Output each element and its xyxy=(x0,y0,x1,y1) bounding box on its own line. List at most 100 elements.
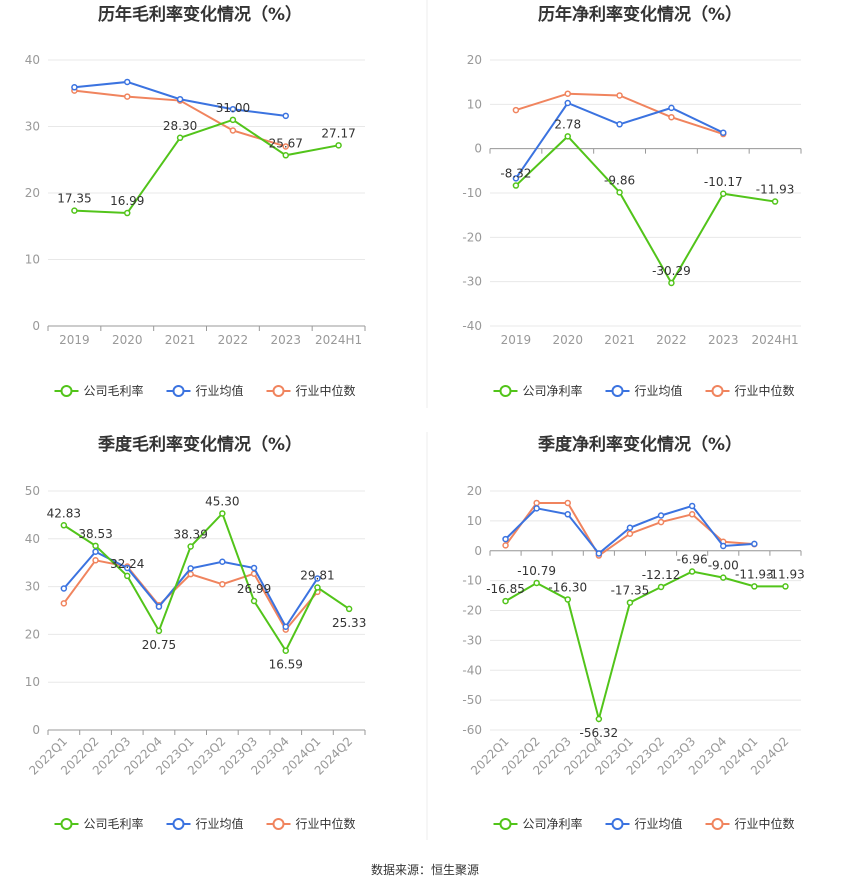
data-point[interactable] xyxy=(626,599,634,606)
data-label: 42.83 xyxy=(47,506,81,520)
data-point[interactable] xyxy=(335,142,342,149)
legend-item-industry_avg[interactable]: 行业均值 xyxy=(605,383,683,398)
data-point[interactable] xyxy=(60,522,68,529)
data-point[interactable] xyxy=(657,512,665,519)
legend-item-industry_avg[interactable]: 行业均值 xyxy=(166,383,244,398)
data-point[interactable] xyxy=(60,600,68,607)
x-tick-label: 2022 xyxy=(656,333,687,347)
data-point[interactable] xyxy=(60,585,68,592)
legend-marker-icon xyxy=(272,818,285,830)
data-point[interactable] xyxy=(720,574,727,581)
data-point[interactable] xyxy=(688,568,696,575)
legend-item-industry_median[interactable]: 行业中位数 xyxy=(705,383,795,398)
data-point[interactable] xyxy=(668,104,675,112)
legend-item-company[interactable]: 公司净利率 xyxy=(493,383,583,398)
y-tick-label: 10 xyxy=(467,97,482,111)
data-point[interactable] xyxy=(250,564,258,572)
data-point[interactable] xyxy=(657,518,665,526)
data-point[interactable] xyxy=(92,548,99,555)
data-point[interactable] xyxy=(512,106,520,114)
data-point[interactable] xyxy=(71,207,78,214)
y-tick-label: -30 xyxy=(462,275,482,289)
data-point[interactable] xyxy=(533,499,540,507)
data-point[interactable] xyxy=(229,116,237,124)
data-point[interactable] xyxy=(250,597,258,605)
data-point[interactable] xyxy=(564,133,571,140)
data-point[interactable] xyxy=(92,542,99,550)
series-company: -8.32 2.78 -9.86 -30.29 -10.17 -11.93 xyxy=(500,117,794,287)
data-point[interactable] xyxy=(229,105,237,113)
data-point[interactable] xyxy=(751,540,758,548)
data-point[interactable] xyxy=(626,530,634,537)
data-point[interactable] xyxy=(155,603,163,610)
data-point[interactable] xyxy=(124,564,131,572)
data-point[interactable] xyxy=(626,524,634,531)
legend-item-company[interactable]: 公司毛利率 xyxy=(54,383,144,398)
data-point[interactable] xyxy=(176,134,184,142)
data-point[interactable] xyxy=(771,198,779,205)
data-point[interactable] xyxy=(616,121,623,128)
data-point[interactable] xyxy=(720,129,727,136)
data-point[interactable] xyxy=(782,583,789,590)
legend-item-company[interactable]: 公司毛利率 xyxy=(54,816,144,831)
legend-label: 公司毛利率 xyxy=(84,816,144,831)
data-point[interactable] xyxy=(187,543,194,550)
data-point[interactable] xyxy=(595,550,603,557)
data-point[interactable] xyxy=(720,542,727,550)
data-point[interactable] xyxy=(512,182,520,189)
data-label: -9.86 xyxy=(604,173,635,187)
data-point[interactable] xyxy=(595,715,603,723)
data-point[interactable] xyxy=(564,499,571,507)
data-point[interactable] xyxy=(124,572,131,580)
data-point[interactable] xyxy=(219,558,226,565)
data-point[interactable] xyxy=(616,92,623,99)
legend-item-industry_median[interactable]: 行业中位数 xyxy=(705,816,795,831)
data-point[interactable] xyxy=(282,623,289,631)
data-point[interactable] xyxy=(124,93,131,100)
legend-label: 行业中位数 xyxy=(735,383,795,398)
data-point[interactable] xyxy=(229,127,237,134)
data-point[interactable] xyxy=(282,143,289,150)
data-point[interactable] xyxy=(187,570,194,578)
legend-item-industry_median[interactable]: 行业中位数 xyxy=(266,383,356,398)
data-point[interactable] xyxy=(71,84,78,91)
data-point[interactable] xyxy=(720,190,727,198)
legend-item-industry_avg[interactable]: 行业均值 xyxy=(166,816,244,831)
data-point[interactable] xyxy=(345,605,353,613)
data-point[interactable] xyxy=(187,565,194,572)
data-point[interactable] xyxy=(512,175,520,182)
data-point[interactable] xyxy=(124,78,131,86)
data-point[interactable] xyxy=(533,505,540,512)
data-point[interactable] xyxy=(314,584,321,591)
data-point[interactable] xyxy=(282,112,289,120)
data-point[interactable] xyxy=(688,511,696,518)
data-point[interactable] xyxy=(564,511,571,518)
legend-item-company[interactable]: 公司净利率 xyxy=(493,816,583,831)
data-label: -56.32 xyxy=(580,726,619,740)
data-point[interactable] xyxy=(155,627,163,635)
data-point[interactable] xyxy=(502,597,509,605)
data-point[interactable] xyxy=(176,95,184,103)
data-point[interactable] xyxy=(219,580,226,588)
data-point[interactable] xyxy=(533,579,540,587)
data-point[interactable] xyxy=(282,647,289,654)
data-point[interactable] xyxy=(282,152,289,159)
data-point[interactable] xyxy=(92,557,99,564)
data-point[interactable] xyxy=(564,99,571,107)
data-point[interactable] xyxy=(124,209,131,217)
data-point[interactable] xyxy=(668,113,675,121)
legend-item-industry_median[interactable]: 行业中位数 xyxy=(266,816,356,831)
data-point[interactable] xyxy=(751,583,758,590)
data-point[interactable] xyxy=(502,535,509,543)
data-point[interactable] xyxy=(616,189,623,196)
data-point[interactable] xyxy=(219,510,226,517)
data-point[interactable] xyxy=(668,279,675,287)
data-label: -16.85 xyxy=(486,582,525,596)
data-point[interactable] xyxy=(314,575,321,582)
legend-item-industry_avg[interactable]: 行业均值 xyxy=(605,816,683,831)
data-point[interactable] xyxy=(564,596,571,603)
data-point[interactable] xyxy=(502,542,509,549)
data-point[interactable] xyxy=(688,502,696,510)
data-point[interactable] xyxy=(657,583,665,591)
data-point[interactable] xyxy=(564,90,571,97)
